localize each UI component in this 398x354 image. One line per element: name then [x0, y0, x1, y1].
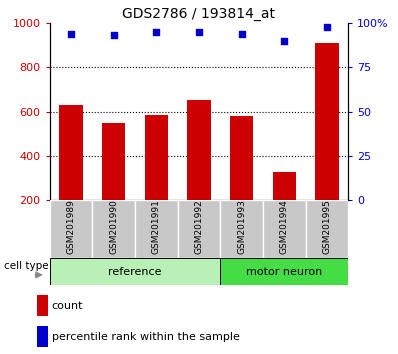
- Bar: [306, 200, 348, 258]
- Bar: [144, 115, 168, 200]
- Bar: [59, 105, 83, 200]
- Bar: [37, 295, 49, 316]
- Text: cell type: cell type: [4, 261, 49, 271]
- Point: [68, 31, 74, 36]
- Bar: [135, 200, 178, 258]
- Bar: [220, 258, 348, 285]
- Text: motor neuron: motor neuron: [246, 267, 322, 277]
- Bar: [178, 200, 220, 258]
- Text: GSM201993: GSM201993: [237, 199, 246, 254]
- Point: [153, 29, 160, 35]
- Text: reference: reference: [108, 267, 162, 277]
- Point: [238, 31, 245, 36]
- Bar: [315, 43, 339, 200]
- Text: GSM201995: GSM201995: [322, 199, 332, 254]
- Point: [281, 38, 287, 44]
- Text: GSM201989: GSM201989: [66, 199, 76, 254]
- Point: [111, 33, 117, 38]
- Bar: [187, 100, 211, 200]
- Bar: [220, 200, 263, 258]
- Bar: [273, 172, 296, 200]
- Text: GSM201991: GSM201991: [152, 199, 161, 254]
- Text: percentile rank within the sample: percentile rank within the sample: [52, 332, 240, 342]
- Text: GSM201992: GSM201992: [195, 199, 203, 254]
- Text: GSM201990: GSM201990: [109, 199, 118, 254]
- Text: count: count: [52, 301, 83, 310]
- Point: [324, 24, 330, 29]
- Bar: [92, 200, 135, 258]
- Bar: [50, 200, 92, 258]
- Bar: [50, 258, 220, 285]
- Text: GSM201994: GSM201994: [280, 199, 289, 254]
- Bar: [230, 116, 254, 200]
- Bar: [263, 200, 306, 258]
- Bar: [37, 326, 49, 348]
- Point: [196, 29, 202, 35]
- Title: GDS2786 / 193814_at: GDS2786 / 193814_at: [123, 7, 275, 21]
- Bar: [102, 123, 125, 200]
